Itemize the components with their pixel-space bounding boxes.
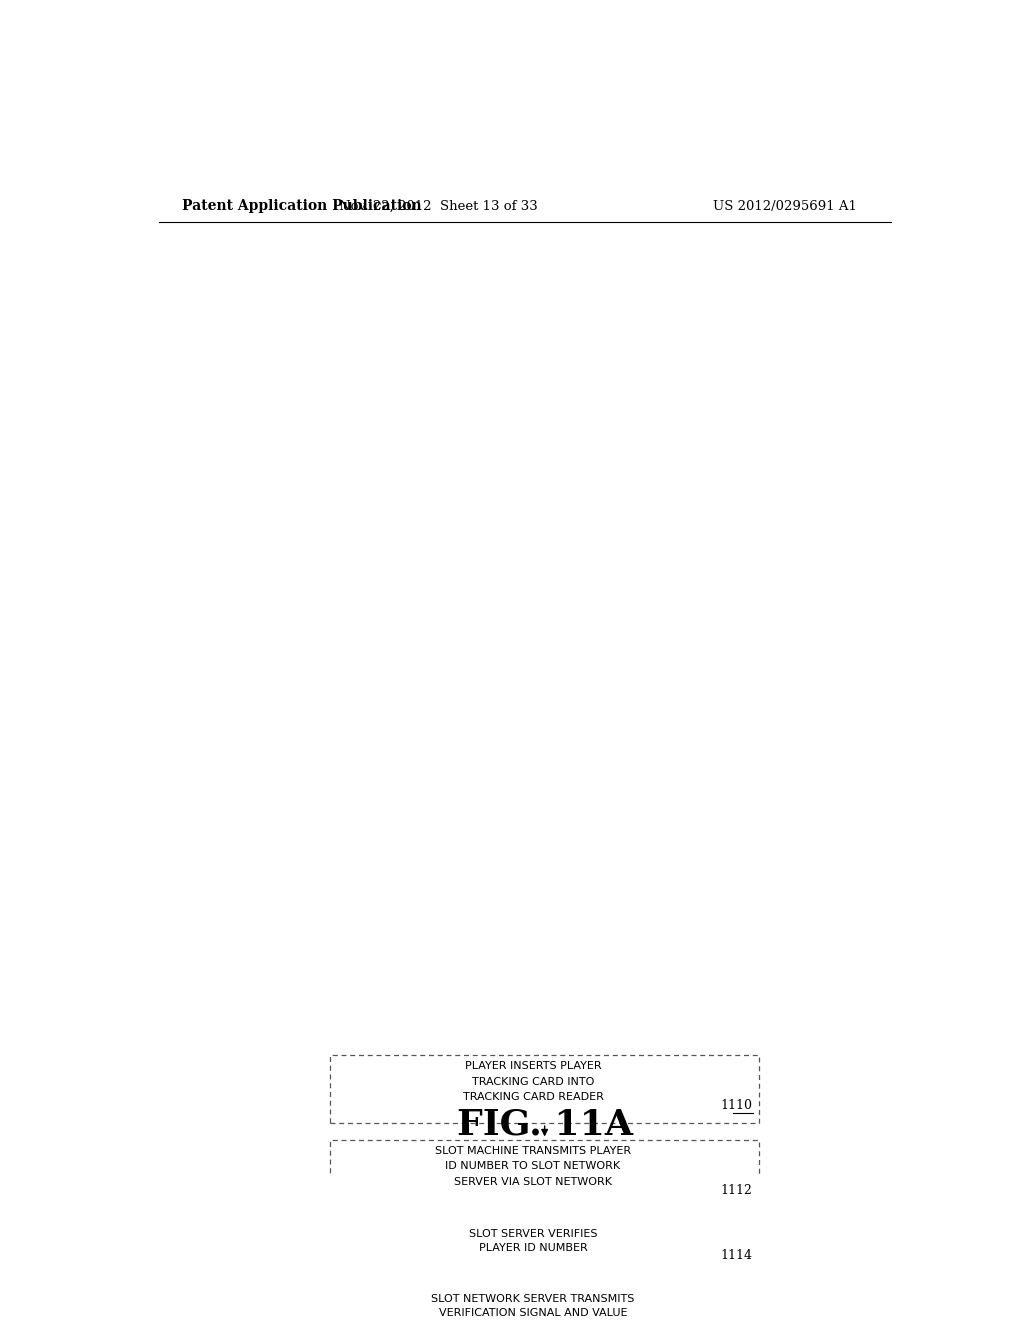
Text: VERIFICATION SIGNAL AND VALUE: VERIFICATION SIGNAL AND VALUE xyxy=(438,1308,628,1319)
Text: SLOT MACHINE TRANSMITS PLAYER: SLOT MACHINE TRANSMITS PLAYER xyxy=(435,1146,631,1156)
Text: SERVER VIA SLOT NETWORK: SERVER VIA SLOT NETWORK xyxy=(454,1176,612,1187)
Bar xyxy=(331,1225,759,1272)
Text: PLAYER ID NUMBER: PLAYER ID NUMBER xyxy=(478,1243,588,1253)
Text: FIG. 11A: FIG. 11A xyxy=(457,1107,633,1142)
Text: PLAYER INSERTS PLAYER: PLAYER INSERTS PLAYER xyxy=(465,1061,601,1072)
Text: SLOT NETWORK SERVER TRANSMITS: SLOT NETWORK SERVER TRANSMITS xyxy=(431,1295,635,1304)
Text: ID NUMBER TO SLOT NETWORK: ID NUMBER TO SLOT NETWORK xyxy=(445,1162,621,1171)
Text: 1114: 1114 xyxy=(721,1249,753,1262)
Text: SLOT SERVER VERIFIES: SLOT SERVER VERIFIES xyxy=(469,1229,597,1239)
Text: TRACKING CARD READER: TRACKING CARD READER xyxy=(463,1092,603,1102)
Text: 1112: 1112 xyxy=(721,1184,753,1197)
Text: Nov. 22, 2012  Sheet 13 of 33: Nov. 22, 2012 Sheet 13 of 33 xyxy=(339,199,538,213)
Text: TRACKING CARD INTO: TRACKING CARD INTO xyxy=(472,1077,594,1086)
Bar xyxy=(331,1056,759,1123)
Text: US 2012/0295691 A1: US 2012/0295691 A1 xyxy=(713,199,856,213)
Text: 1110: 1110 xyxy=(721,1100,753,1113)
Bar xyxy=(331,1140,759,1208)
Bar xyxy=(331,1290,759,1320)
Text: Patent Application Publication: Patent Application Publication xyxy=(182,199,422,213)
